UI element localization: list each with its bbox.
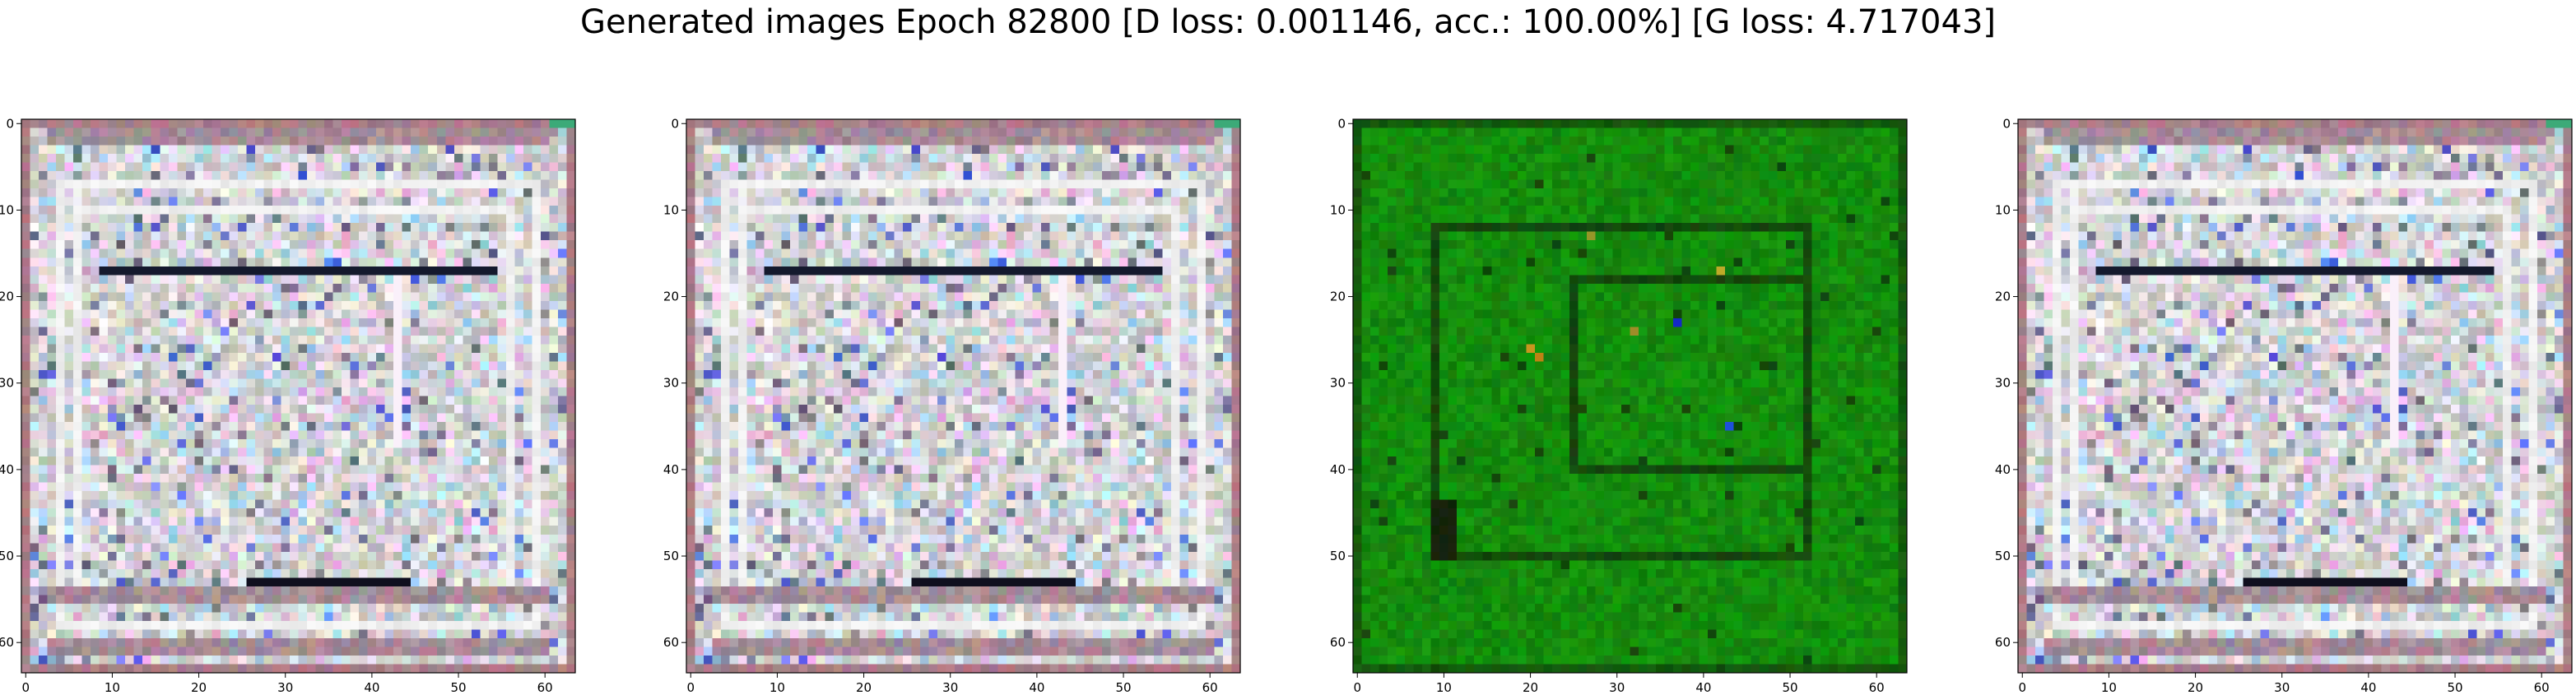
- x-tick-label: 20: [2188, 680, 2203, 695]
- x-tick-label: 40: [364, 680, 379, 695]
- y-tick-label: 50: [1995, 549, 2011, 563]
- y-tick-label: 20: [663, 290, 679, 304]
- y-tick-label: 60: [1995, 635, 2011, 650]
- y-tick-label: 20: [1995, 290, 2011, 304]
- axes-frame: [2018, 119, 2572, 673]
- y-tick-label: 40: [1330, 462, 1346, 477]
- y-tick-label: 10: [1995, 202, 2011, 217]
- x-tick-label: 50: [450, 680, 466, 695]
- axes-frame: [21, 119, 575, 673]
- x-tick-label: 0: [686, 680, 695, 695]
- y-tick-label: 50: [663, 549, 679, 563]
- x-tick-label: 10: [770, 680, 785, 695]
- y-tick-label: 30: [0, 376, 14, 391]
- y-tick-label: 0: [1337, 116, 1346, 131]
- y-tick-label: 60: [663, 635, 679, 650]
- figure-title: Generated images Epoch 82800 [D loss: 0.…: [0, 2, 2576, 43]
- x-tick-label: 30: [277, 680, 293, 695]
- x-tick-label: 20: [1523, 680, 1538, 695]
- x-tick-label: 10: [1436, 680, 1452, 695]
- generated-image-2: [686, 119, 1240, 673]
- y-tick-label: 60: [0, 635, 14, 650]
- generated-image-1: [21, 119, 575, 673]
- y-tick-label: 20: [1330, 290, 1346, 304]
- x-tick-label: 60: [1202, 680, 1218, 695]
- y-tick-label: 30: [1995, 376, 2011, 391]
- x-tick-label: 40: [1029, 680, 1044, 695]
- x-tick-label: 0: [1353, 680, 1361, 695]
- y-tick-label: 40: [1995, 462, 2011, 477]
- x-tick-label: 50: [1782, 680, 1797, 695]
- y-tick-label: 30: [663, 376, 679, 391]
- x-tick-label: 60: [2534, 680, 2550, 695]
- x-tick-label: 0: [2018, 680, 2026, 695]
- y-tick-label: 10: [0, 202, 14, 217]
- x-tick-label: 30: [942, 680, 958, 695]
- generated-image-3: [1353, 119, 1907, 673]
- y-tick-label: 50: [0, 549, 14, 563]
- y-tick-label: 10: [663, 202, 679, 217]
- y-tick-label: 30: [1330, 376, 1346, 391]
- x-tick-label: 40: [2360, 680, 2376, 695]
- y-tick-label: 40: [663, 462, 679, 477]
- generated-image-4: [2018, 119, 2572, 673]
- x-tick-label: 60: [537, 680, 553, 695]
- y-tick-label: 0: [2002, 116, 2011, 131]
- x-tick-label: 20: [856, 680, 872, 695]
- x-tick-label: 50: [2447, 680, 2462, 695]
- y-tick-label: 20: [0, 290, 14, 304]
- y-tick-label: 10: [1330, 202, 1346, 217]
- axes-frame: [1353, 119, 1907, 673]
- y-tick-label: 40: [0, 462, 14, 477]
- x-tick-label: 30: [1609, 680, 1625, 695]
- y-tick-label: 50: [1330, 549, 1346, 563]
- x-tick-label: 40: [1695, 680, 1711, 695]
- x-tick-label: 60: [1869, 680, 1885, 695]
- x-tick-label: 20: [191, 680, 207, 695]
- x-tick-label: 10: [2101, 680, 2117, 695]
- x-tick-label: 0: [21, 680, 30, 695]
- axes-frame: [686, 119, 1240, 673]
- y-tick-label: 0: [671, 116, 679, 131]
- y-tick-label: 0: [6, 116, 14, 131]
- y-tick-label: 60: [1330, 635, 1346, 650]
- x-tick-label: 10: [105, 680, 120, 695]
- x-tick-label: 50: [1115, 680, 1131, 695]
- x-tick-label: 30: [2274, 680, 2290, 695]
